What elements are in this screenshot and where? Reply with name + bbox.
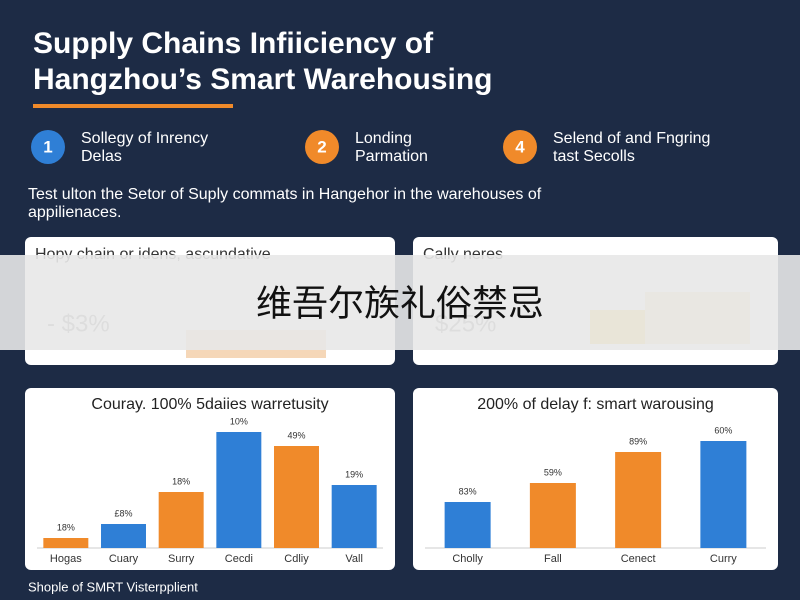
step-text: Selend of and Fngring — [553, 130, 710, 147]
bar — [615, 452, 662, 548]
bar — [700, 441, 747, 548]
bar-text: 18% — [57, 522, 75, 532]
bar-text: £8% — [114, 508, 132, 518]
step-text: Parmation — [355, 148, 428, 165]
category-label: Curry — [710, 553, 737, 565]
category-label: Surry — [168, 553, 195, 565]
description: appilienaces. — [28, 204, 121, 221]
step-number: 4 — [515, 137, 525, 156]
chart-title: 200% of delay f: smart warousing — [477, 396, 714, 413]
bar-text: 10% — [230, 416, 248, 426]
bar — [158, 492, 204, 548]
category-label: Cholly — [452, 553, 483, 565]
step-text: Londing — [355, 130, 412, 147]
overlay-band — [0, 255, 800, 350]
bar-text: 59% — [544, 467, 562, 477]
bar — [43, 538, 89, 548]
title: Hangzhou’s Smart Warehousing — [33, 63, 492, 96]
category-label: Cdliy — [284, 553, 309, 565]
bar-text: 89% — [629, 436, 647, 446]
category-label: Cenect — [621, 553, 656, 565]
bar — [101, 524, 146, 548]
bar — [529, 483, 576, 548]
step-text: Sollegy of Inrency — [81, 130, 208, 147]
footer: Shople of SMRT Visterpplient — [28, 579, 198, 594]
category-label: Cuary — [109, 553, 139, 565]
step-number: 2 — [317, 137, 326, 156]
step-text: tast Secolls — [553, 148, 635, 165]
category-label: Fall — [544, 553, 562, 565]
bar-text: 83% — [459, 486, 477, 496]
bar — [274, 446, 319, 548]
title: Supply Chains Infiiciency of — [33, 27, 434, 60]
category-label: Vall — [345, 553, 363, 565]
bar — [444, 502, 491, 548]
chart-card — [413, 388, 778, 570]
description: Test ulton the Setor of Suply commats in… — [28, 186, 542, 203]
chart-title: Couray. 100% 5daiies warretusity — [91, 396, 328, 413]
bar-text: 60% — [714, 425, 732, 435]
step-text: Delas — [81, 148, 122, 165]
step-badge — [305, 130, 339, 164]
overlay-text: 维吾尔族礼俗禁忌 — [256, 283, 544, 324]
category-label: Cecdi — [225, 553, 253, 565]
bar-text: 18% — [172, 476, 190, 486]
bar — [216, 432, 262, 548]
step-badge — [31, 130, 65, 164]
title-underline — [33, 104, 233, 108]
bar-text: 49% — [287, 430, 305, 440]
category-label: Hogas — [50, 553, 82, 565]
step-number: 1 — [43, 137, 52, 156]
step-badge — [503, 130, 537, 164]
bar — [331, 485, 377, 548]
bar-text: 19% — [345, 469, 363, 479]
